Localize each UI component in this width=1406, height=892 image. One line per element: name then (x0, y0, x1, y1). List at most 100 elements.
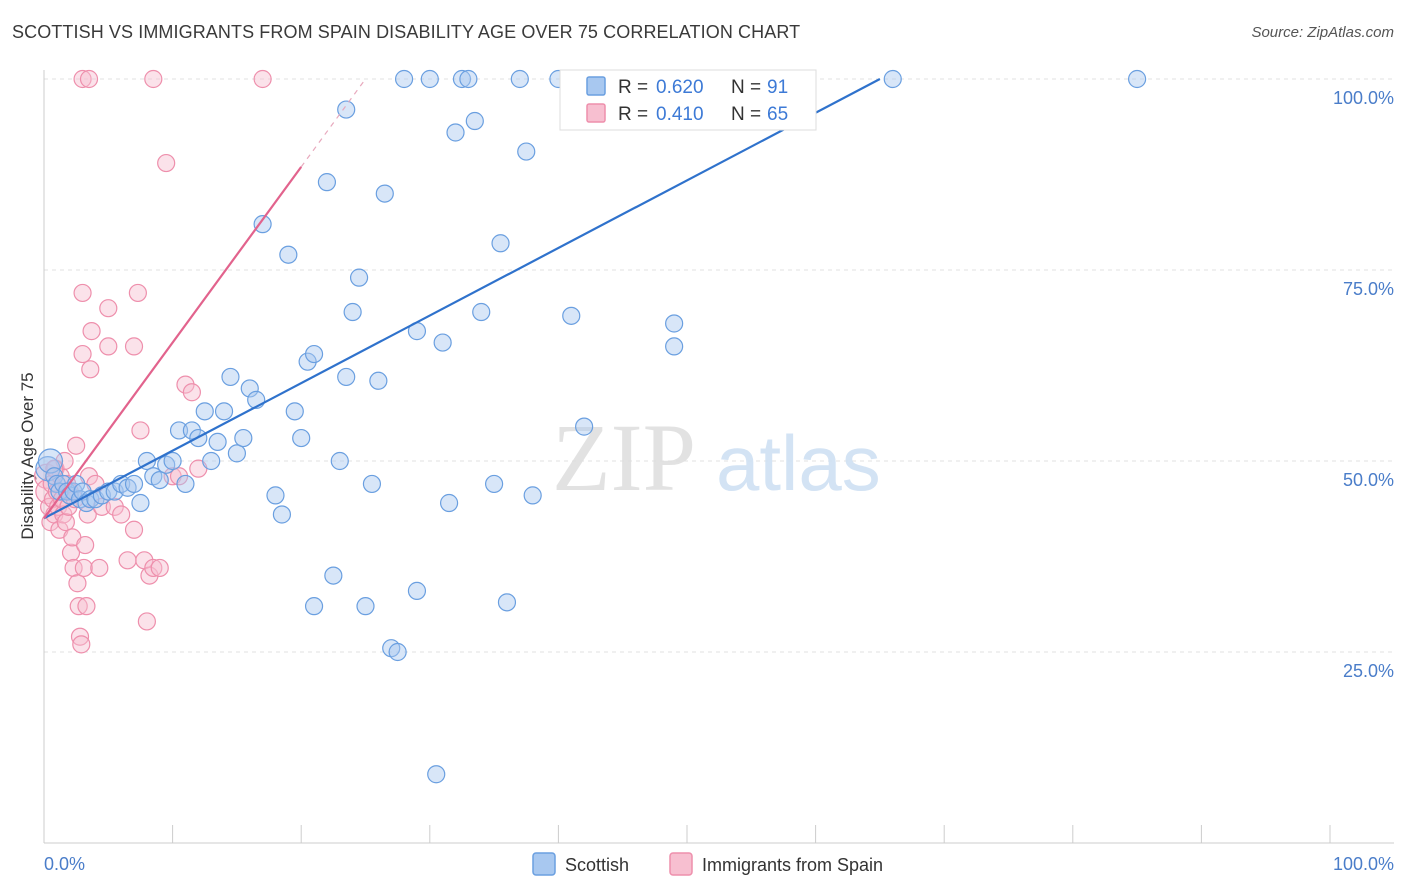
y-tick-label-75: 75.0% (1343, 279, 1394, 299)
spain-point (73, 69, 92, 89)
scottish-point (124, 474, 144, 494)
y-tick-label-100: 100.0% (1333, 88, 1394, 108)
scottish-point (472, 302, 491, 322)
spain-point (73, 283, 92, 303)
spain-point (105, 497, 124, 516)
scottish-point (459, 69, 478, 89)
scottish-point (37, 448, 64, 474)
legend-swatch-scottish (586, 76, 606, 96)
scottish-point (266, 486, 285, 505)
spain-point (70, 627, 90, 646)
scottish-point (427, 765, 446, 784)
spain-point (124, 520, 144, 539)
spain-point (253, 69, 272, 89)
scottish-point (485, 474, 504, 494)
scottish-point (240, 379, 259, 398)
legend-box: R = 0.620 N = 91 R = 0.410 N = 65 (559, 69, 817, 131)
spain-point (131, 421, 150, 440)
watermark-atlas: atlas (716, 419, 881, 507)
scottish-point (337, 367, 356, 387)
scottish-point (324, 566, 343, 585)
spain-point (76, 535, 95, 555)
scottish-point (253, 215, 272, 234)
spain-point (56, 513, 75, 532)
legend-n-label-scottish: N = (731, 77, 761, 98)
scottish-point (375, 184, 394, 203)
spain-point (72, 635, 91, 654)
source-label: Source: ZipAtlas.com (1251, 24, 1394, 41)
spain-point (77, 597, 96, 616)
gridlines (44, 78, 1394, 653)
spain-point (118, 551, 137, 570)
scottish-point (298, 352, 317, 371)
spain-point (112, 505, 131, 524)
scottish-point (517, 142, 536, 161)
scottish-point (394, 69, 414, 89)
bottom-legend-swatch-spain[interactable] (669, 852, 693, 876)
scottish-point (317, 173, 337, 192)
scottish-point (227, 444, 246, 463)
scottish-point (665, 314, 684, 333)
scottish-point (343, 302, 362, 322)
scottish-point (182, 421, 201, 440)
legend-n-value-scottish: 91 (767, 77, 788, 98)
scottish-point (169, 421, 189, 440)
spain-point (176, 375, 195, 394)
legend-r-label-spain: R = (618, 104, 648, 125)
series-scottish-points (35, 69, 1147, 784)
spain-point (82, 322, 101, 341)
scottish-point (388, 642, 407, 662)
bottom-legend-label-scottish[interactable]: Scottish (565, 855, 629, 875)
scottish-point (292, 428, 311, 448)
scottish-point (510, 69, 529, 89)
legend-r-value-scottish: 0.620 (656, 77, 704, 98)
y-tick-label-25: 25.0% (1343, 661, 1394, 681)
scottish-point (214, 402, 234, 421)
spain-point (99, 299, 118, 318)
scottish-point (665, 337, 684, 356)
scottish-point (491, 234, 510, 253)
watermark: ZIP atlas (552, 404, 881, 511)
spain-point (90, 558, 109, 578)
bottom-legend-label-spain[interactable]: Immigrants from Spain (702, 855, 883, 875)
legend-r-label-scottish: R = (618, 77, 648, 98)
scottish-point (562, 306, 581, 325)
chart-title: SCOTTISH VS IMMIGRANTS FROM SPAIN DISABI… (12, 22, 801, 42)
scottish-point (195, 402, 214, 421)
scottish-point (163, 451, 182, 471)
scottish-point (176, 474, 195, 494)
scottish-point (420, 69, 439, 89)
spain-point (61, 543, 81, 562)
scottish-point (575, 417, 594, 436)
series-spain-points (33, 69, 272, 654)
spain-point (81, 360, 100, 379)
scottish-point (208, 432, 227, 451)
scottish-point (439, 493, 459, 513)
scottish-point (304, 597, 324, 616)
scottish-point (131, 493, 150, 513)
spain-point (144, 558, 163, 578)
scottish-point (369, 371, 388, 390)
spain-point (74, 558, 93, 578)
bottom-legend-swatch-scottish[interactable] (532, 852, 556, 876)
x-tick-label-min: 0.0% (44, 854, 85, 874)
spain-point (68, 574, 87, 593)
spain-point (169, 467, 189, 486)
legend-r-value-spain: 0.410 (656, 104, 704, 125)
spain-point (64, 558, 83, 578)
scottish-point (285, 402, 304, 421)
x-tick-label-max: 100.0% (1333, 854, 1394, 874)
y-tick-labels: 25.0% 50.0% 75.0% 100.0% (1333, 88, 1394, 681)
scottish-point (349, 268, 369, 287)
scottish-point (452, 69, 472, 89)
scottish-point (1127, 69, 1147, 89)
scottish-point (150, 471, 169, 490)
trend-line-spain-extension (300, 78, 366, 168)
legend-n-label-spain: N = (731, 104, 761, 125)
scottish-point (337, 100, 356, 119)
scottish-point (446, 123, 465, 142)
spain-point (67, 436, 86, 455)
spain-point (182, 383, 201, 402)
scottish-point (356, 597, 375, 616)
